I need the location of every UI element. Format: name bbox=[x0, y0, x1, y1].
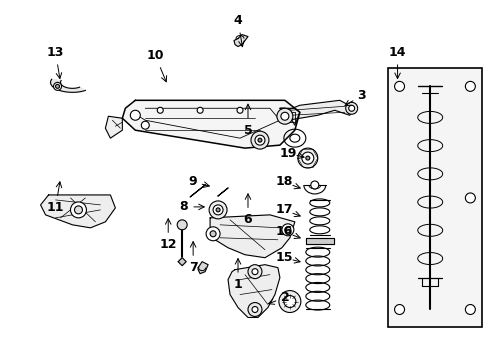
Circle shape bbox=[247, 265, 262, 279]
Circle shape bbox=[310, 181, 318, 189]
Circle shape bbox=[209, 201, 226, 219]
Bar bbox=[387, 68, 481, 328]
Polygon shape bbox=[210, 215, 294, 258]
Text: 6: 6 bbox=[243, 213, 252, 226]
Circle shape bbox=[157, 107, 163, 113]
Circle shape bbox=[213, 205, 223, 215]
Circle shape bbox=[251, 306, 258, 312]
Polygon shape bbox=[41, 195, 115, 228]
Circle shape bbox=[281, 224, 293, 236]
Circle shape bbox=[394, 305, 404, 315]
Circle shape bbox=[247, 302, 262, 316]
Text: 4: 4 bbox=[233, 14, 242, 27]
Circle shape bbox=[130, 110, 140, 120]
Polygon shape bbox=[227, 265, 279, 318]
Text: 9: 9 bbox=[188, 175, 197, 189]
Text: 12: 12 bbox=[159, 238, 177, 251]
Polygon shape bbox=[198, 262, 208, 274]
Text: 16: 16 bbox=[275, 225, 292, 238]
Circle shape bbox=[285, 227, 290, 233]
Circle shape bbox=[280, 112, 288, 120]
Text: 1: 1 bbox=[233, 278, 242, 291]
Circle shape bbox=[284, 296, 295, 307]
Circle shape bbox=[56, 84, 60, 88]
Circle shape bbox=[70, 202, 86, 218]
Polygon shape bbox=[178, 258, 186, 266]
Polygon shape bbox=[122, 100, 299, 148]
Circle shape bbox=[348, 105, 354, 111]
Circle shape bbox=[305, 156, 309, 160]
Text: 19: 19 bbox=[279, 147, 296, 159]
Circle shape bbox=[141, 121, 149, 129]
Text: 10: 10 bbox=[146, 49, 163, 62]
Polygon shape bbox=[50, 79, 85, 92]
Circle shape bbox=[297, 148, 317, 168]
Circle shape bbox=[394, 81, 404, 91]
Circle shape bbox=[465, 193, 474, 203]
Circle shape bbox=[345, 102, 357, 114]
Text: 2: 2 bbox=[280, 291, 289, 304]
Circle shape bbox=[177, 220, 187, 230]
Circle shape bbox=[216, 208, 220, 212]
Circle shape bbox=[205, 227, 220, 241]
Text: 7: 7 bbox=[188, 261, 197, 274]
Polygon shape bbox=[305, 238, 333, 244]
Circle shape bbox=[278, 291, 300, 312]
Circle shape bbox=[251, 269, 258, 275]
Circle shape bbox=[258, 138, 262, 142]
Circle shape bbox=[237, 107, 243, 113]
Circle shape bbox=[53, 82, 61, 90]
Circle shape bbox=[465, 305, 474, 315]
Text: 15: 15 bbox=[275, 251, 292, 264]
Text: 5: 5 bbox=[243, 124, 252, 137]
Text: 3: 3 bbox=[357, 89, 365, 102]
Text: 11: 11 bbox=[47, 201, 64, 215]
Text: 8: 8 bbox=[179, 201, 187, 213]
Text: 14: 14 bbox=[388, 46, 406, 59]
Polygon shape bbox=[234, 35, 247, 46]
Circle shape bbox=[250, 131, 268, 149]
Circle shape bbox=[254, 135, 264, 145]
Polygon shape bbox=[279, 108, 299, 125]
Circle shape bbox=[74, 206, 82, 214]
Polygon shape bbox=[105, 116, 122, 138]
Circle shape bbox=[465, 81, 474, 91]
Text: 18: 18 bbox=[275, 175, 292, 189]
Text: 13: 13 bbox=[47, 46, 64, 59]
Circle shape bbox=[197, 107, 203, 113]
Circle shape bbox=[276, 108, 292, 124]
Circle shape bbox=[301, 152, 313, 164]
Circle shape bbox=[210, 231, 216, 237]
Text: 17: 17 bbox=[275, 203, 292, 216]
Polygon shape bbox=[279, 100, 354, 120]
